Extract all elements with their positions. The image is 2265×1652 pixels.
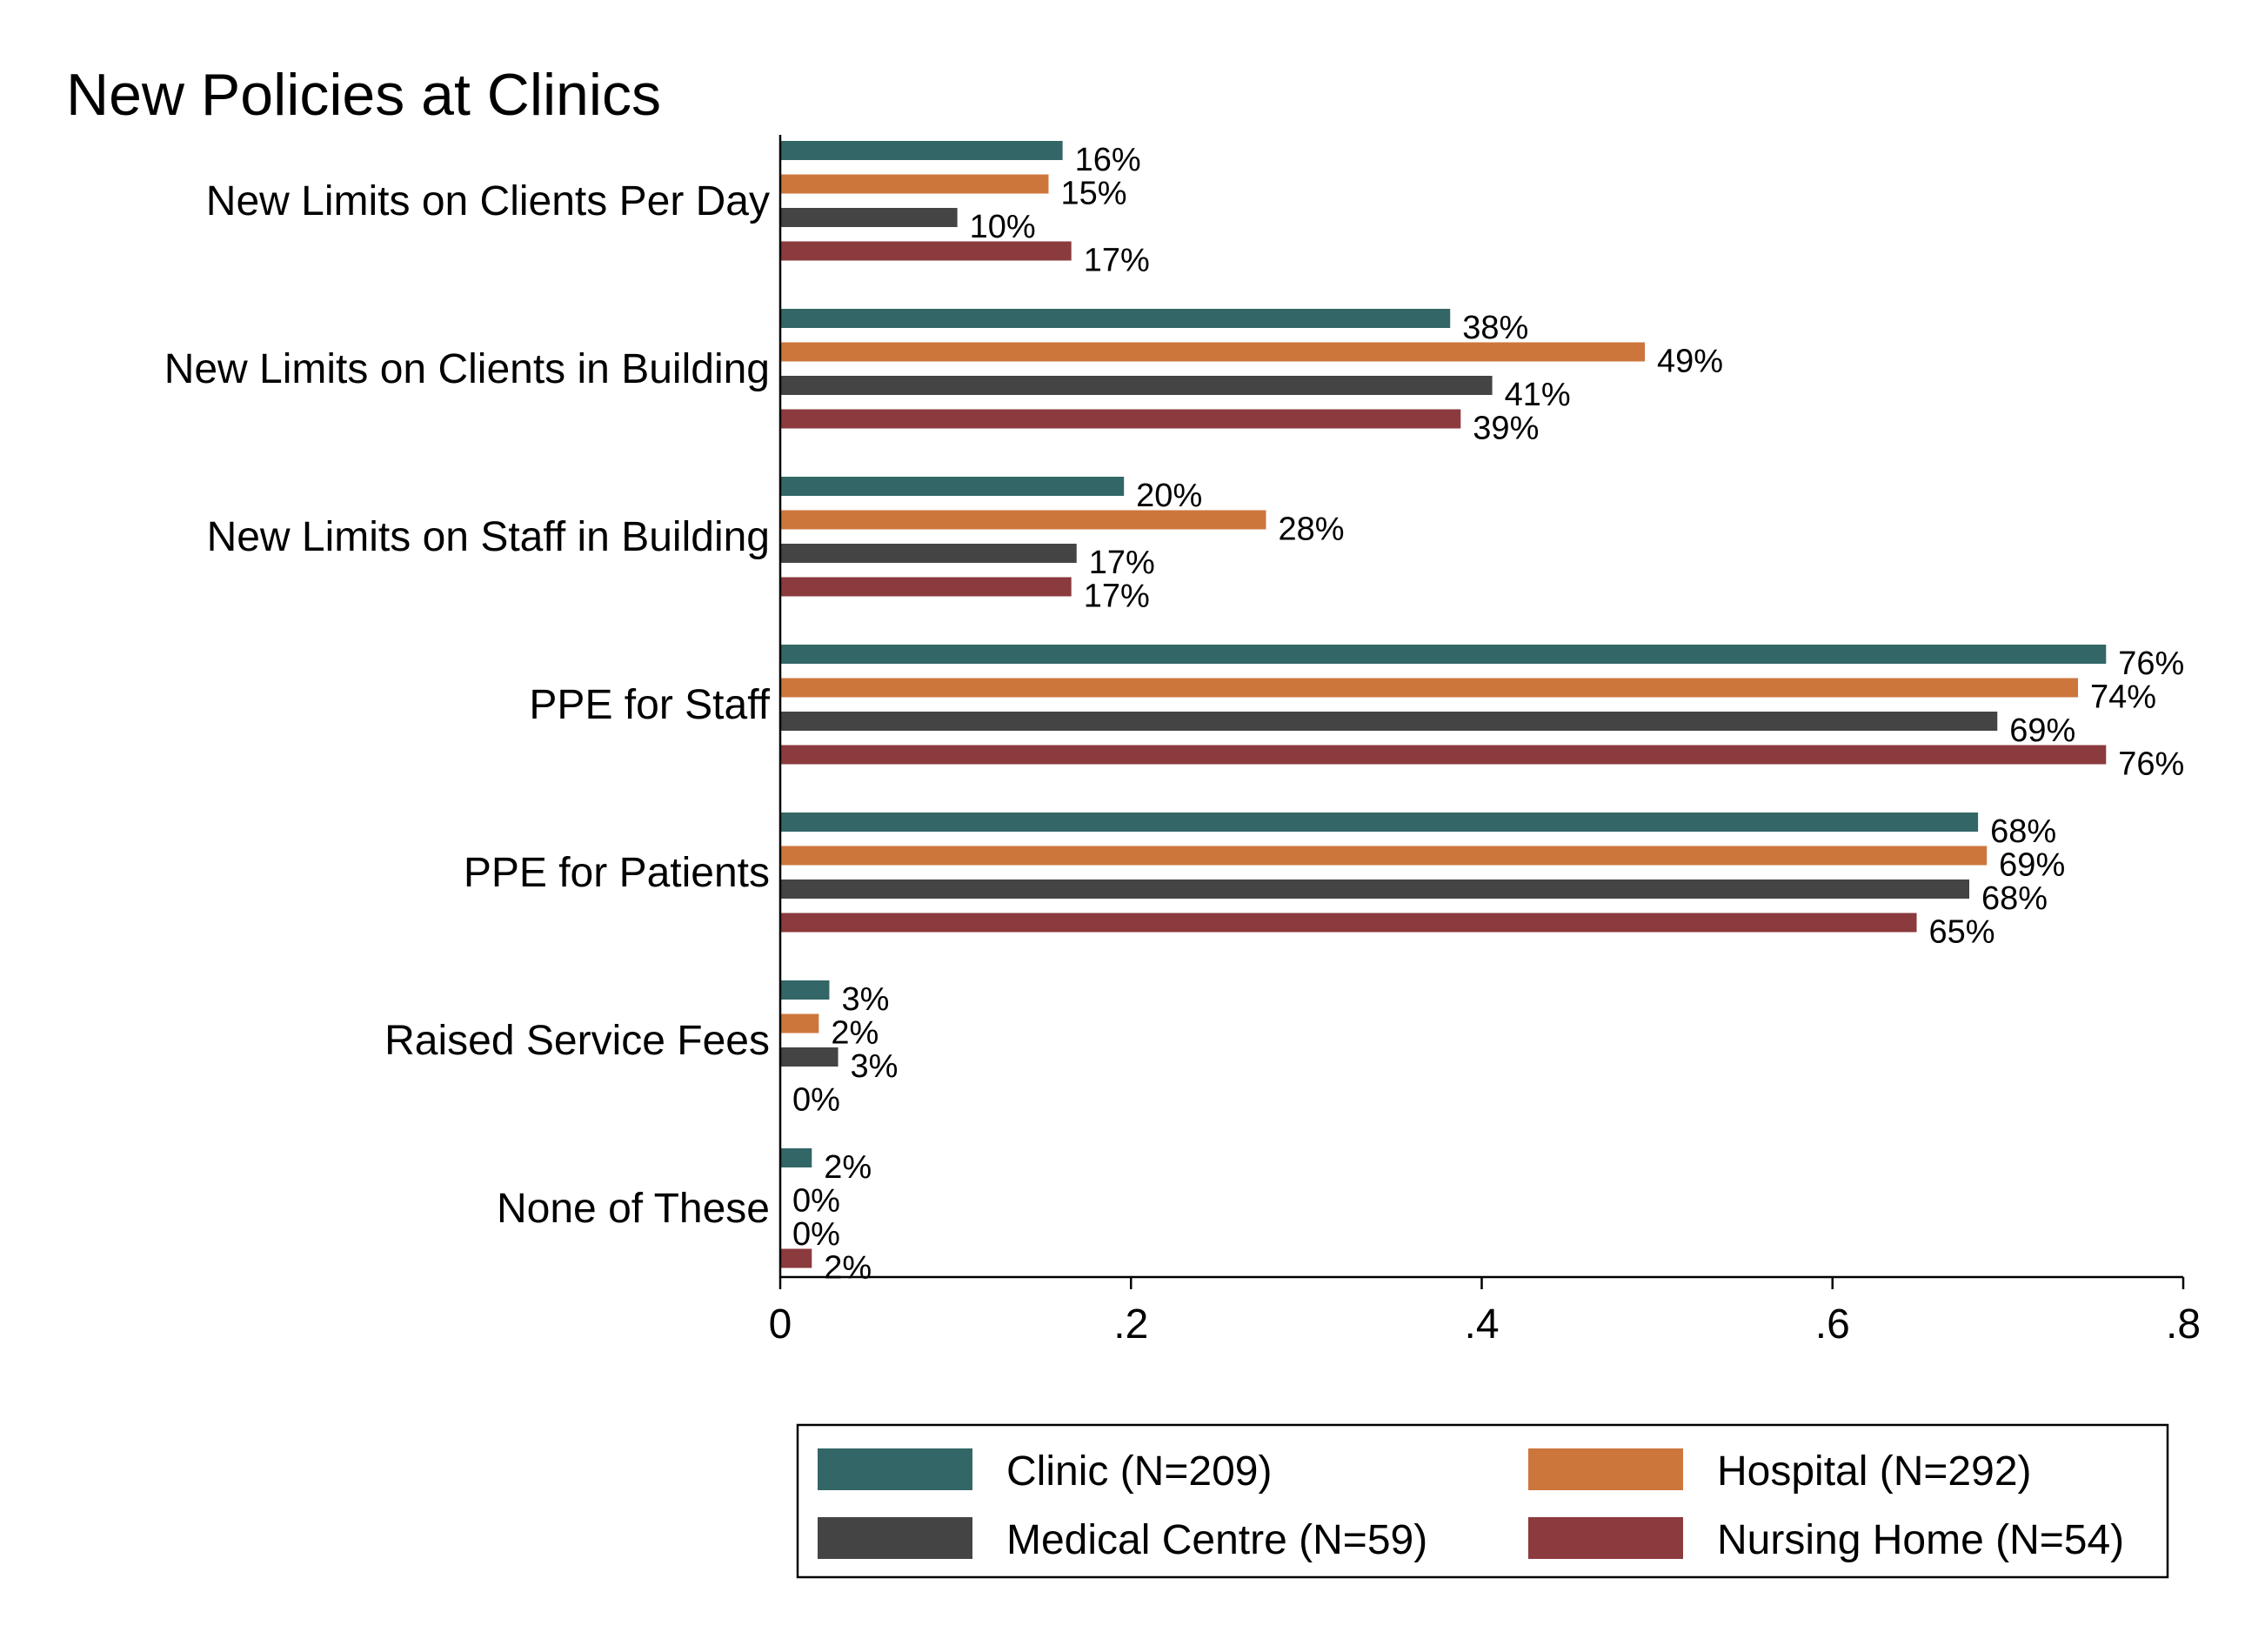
data-label: 68% — [1990, 813, 2056, 850]
data-label: 28% — [1279, 512, 1345, 548]
category-label: None of These — [497, 1186, 770, 1232]
data-label: 65% — [1929, 914, 1995, 951]
bar — [780, 880, 1970, 899]
data-label: 38% — [1462, 310, 1528, 346]
data-label: 3% — [851, 1048, 899, 1085]
bar — [780, 678, 2079, 698]
data-label: 39% — [1473, 411, 1539, 447]
bar — [780, 376, 1493, 395]
data-label: 0% — [792, 1183, 840, 1220]
data-label: 3% — [841, 981, 889, 1018]
data-label: 20% — [1136, 478, 1202, 514]
bar — [780, 1148, 812, 1167]
bar — [780, 544, 1077, 563]
bar — [780, 1047, 839, 1067]
category-label: PPE for Patients — [464, 850, 770, 896]
bar — [780, 577, 1072, 597]
data-label: 74% — [2090, 679, 2156, 716]
data-label: 2% — [824, 1149, 872, 1186]
bar — [780, 846, 1988, 866]
x-tick-label: .2 — [1113, 1301, 1148, 1348]
data-label: 0% — [792, 1216, 840, 1253]
data-label: 17% — [1084, 243, 1150, 279]
bar — [780, 913, 1917, 933]
legend: Clinic (N=209) Hospital (N=292) Medical Ce… — [796, 1423, 2169, 1579]
legend-swatch — [818, 1517, 972, 1559]
legend-label: Clinic (N=209) — [1006, 1448, 1272, 1495]
data-label: 17% — [1089, 545, 1155, 581]
category-label: New Limits on Clients Per Day — [206, 178, 770, 224]
x-axis: 0 .2 .4 .6 .8 — [769, 135, 2201, 1348]
data-label: 15% — [1060, 176, 1126, 212]
bar — [780, 409, 1461, 429]
data-label: 0% — [792, 1082, 840, 1119]
bar — [780, 510, 1266, 530]
data-label: 68% — [1981, 880, 2048, 917]
data-label: 69% — [1999, 847, 2065, 884]
bar — [780, 712, 1998, 731]
x-tick-label: .8 — [2166, 1301, 2201, 1348]
category-label: Raised Service Fees — [384, 1018, 770, 1064]
data-label: 69% — [2009, 712, 2075, 749]
data-label: 2% — [824, 1250, 872, 1287]
x-tick-label: .4 — [1464, 1301, 1499, 1348]
category-label: PPE for Staff — [529, 682, 770, 728]
data-label: 17% — [1084, 579, 1150, 615]
bar — [780, 141, 1063, 160]
data-label: 10% — [970, 209, 1036, 245]
category-label: New Limits on Staff in Building — [207, 514, 770, 560]
data-label: 41% — [1505, 377, 1571, 413]
category-label: New Limits on Clients in Building — [164, 346, 770, 392]
data-label: 76% — [2118, 746, 2184, 783]
bar — [780, 309, 1451, 328]
legend-label: Medical Centre (N=59) — [1006, 1517, 1427, 1563]
bars-layer: New Limits on Clients Per Day 16%15% 10% 17… — [164, 141, 2184, 1287]
legend-swatch — [818, 1448, 972, 1490]
bar — [780, 1013, 819, 1033]
data-label: 16% — [1075, 142, 1141, 178]
data-label: 49% — [1657, 344, 1723, 380]
bar — [780, 241, 1072, 261]
bar — [780, 745, 2107, 765]
legend-swatch — [1528, 1517, 1683, 1559]
legend-label: Nursing Home (N=54) — [1717, 1517, 2124, 1563]
data-label: 76% — [2118, 645, 2184, 682]
bar — [780, 1248, 812, 1268]
legend-label: Hospital (N=292) — [1717, 1448, 2032, 1495]
bar — [780, 208, 958, 227]
bar — [780, 645, 2107, 664]
bar — [780, 980, 830, 1000]
chart-title: New Policies at Clinics — [66, 62, 661, 128]
bar — [780, 813, 1979, 832]
data-label: 2% — [831, 1015, 879, 1052]
x-tick-label: .6 — [1815, 1301, 1850, 1348]
bar — [780, 477, 1125, 496]
x-tick-label: 0 — [769, 1301, 792, 1348]
legend-swatch — [1528, 1448, 1683, 1490]
bar — [780, 174, 1049, 194]
bar — [780, 342, 1646, 362]
legend-box — [796, 1423, 2169, 1579]
